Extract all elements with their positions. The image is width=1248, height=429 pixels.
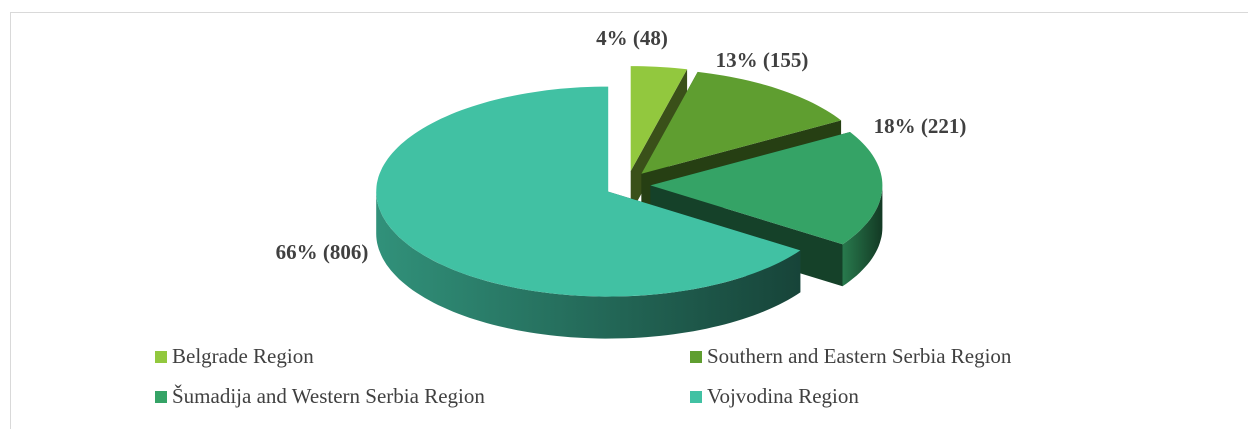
- legend-swatch: [690, 391, 702, 403]
- slice: [376, 86, 801, 297]
- slice-side: [376, 191, 801, 339]
- legend-label: Southern and Eastern Serbia Region: [707, 344, 1012, 368]
- data-label: 13% (155): [716, 48, 809, 72]
- legend-swatch: [155, 351, 167, 363]
- data-label: 18% (221): [874, 114, 967, 138]
- legend-label: Vojvodina Region: [707, 384, 859, 408]
- data-label: 4% (48): [596, 26, 668, 50]
- legend-swatch: [690, 351, 702, 363]
- slice: [630, 66, 688, 172]
- slice: [650, 132, 883, 245]
- legend-label: Belgrade Region: [172, 344, 314, 368]
- legend-label: Šumadija and Western Serbia Region: [172, 384, 485, 408]
- data-label: 66% (806): [276, 240, 369, 264]
- slice: [641, 71, 842, 174]
- legend-swatch: [155, 391, 167, 403]
- slice-side: [842, 185, 883, 287]
